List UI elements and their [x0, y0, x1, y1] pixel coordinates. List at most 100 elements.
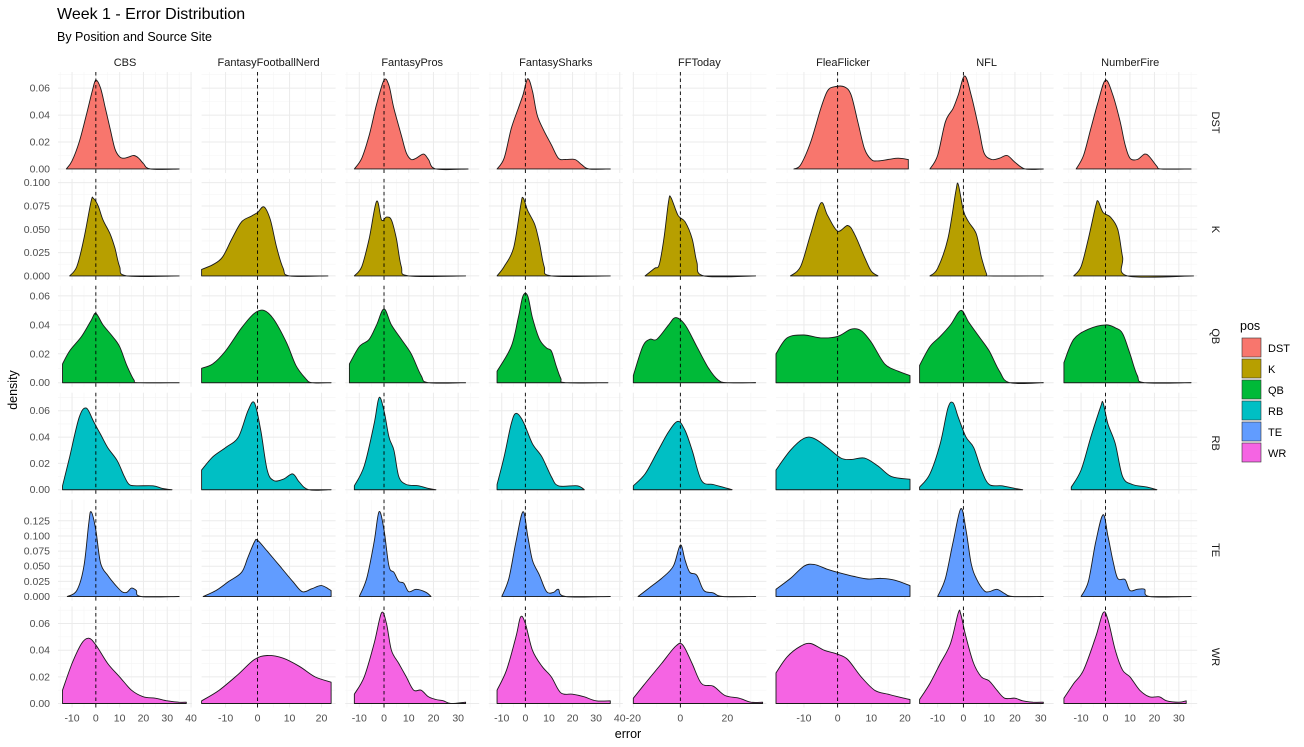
density-area-wr: [1063, 611, 1187, 704]
column-strip-label: FantasyPros: [381, 57, 443, 69]
x-tick-label: -10: [494, 713, 509, 725]
panel-FantasyPros-WR: [345, 606, 480, 708]
density-outline: [937, 508, 1044, 598]
x-tick-label: 0: [835, 713, 841, 725]
row-strip-label: QB: [1209, 328, 1221, 344]
density-area-rb: [919, 401, 1023, 490]
x-tick-label: -10: [1073, 713, 1088, 725]
density-area-wr: [354, 612, 466, 704]
x-tick-label: 10: [983, 713, 995, 725]
density-area-dst: [929, 76, 1044, 170]
y-tick-label: 0.06: [30, 290, 51, 302]
density-outline: [501, 511, 611, 598]
density-outline: [69, 196, 180, 278]
y-tick-label: 0.06: [30, 405, 51, 417]
panel-FantasyFootballNerd-QB: [201, 285, 336, 387]
density-outline: [358, 511, 432, 597]
column-strip-label: FantasyFootballNerd: [218, 57, 320, 69]
legend-key-rb: [1241, 400, 1262, 421]
y-tick-label: 0.050: [24, 224, 50, 236]
column-strip-label: FFToday: [678, 57, 721, 69]
y-tick-label: 0.04: [30, 110, 51, 122]
legend-key-wr: [1241, 442, 1262, 463]
legend-key-qb: [1241, 379, 1262, 400]
density-outline: [775, 328, 911, 384]
density-outline: [919, 309, 1044, 385]
panel-FantasyPros-QB: [345, 285, 480, 387]
panel-CBS-RB: [58, 392, 192, 494]
panel-FantasyFootballNerd-DST: [201, 72, 336, 173]
density-area-k: [497, 197, 611, 277]
x-tick-label: -10: [64, 713, 79, 725]
panel-FantasySharks-WR: [488, 606, 623, 708]
y-tick-label: 0.06: [30, 83, 51, 95]
density-area-k: [201, 206, 328, 277]
density-area-rb: [633, 421, 733, 490]
row-strip-label: WR: [1209, 648, 1221, 666]
panel-NumberFire-K: [1063, 178, 1198, 280]
x-tick-label: 0: [93, 713, 99, 725]
x-tick-label: 30: [1035, 713, 1047, 725]
density-area-qb: [62, 313, 180, 383]
density-outline: [496, 78, 611, 170]
y-tick-label: 0.00: [30, 377, 51, 389]
density-area-te: [638, 544, 756, 597]
density-outline: [62, 312, 180, 384]
density-area-te: [359, 511, 431, 597]
density-area-te: [501, 511, 611, 598]
panel-NumberFire-WR: [1063, 606, 1198, 708]
legend-label: RB: [1268, 406, 1283, 418]
x-tick-label: 10: [1124, 713, 1136, 725]
row-strip-label: DST: [1209, 112, 1221, 134]
legend-label: WR: [1268, 448, 1286, 460]
panel-FFToday-QB: [632, 285, 767, 387]
legend-label: QB: [1268, 385, 1284, 397]
y-tick-label: 0.125: [24, 515, 50, 527]
panel-FleaFlicker-TE: [775, 499, 911, 601]
density-area-k: [1073, 200, 1194, 278]
y-tick-label: 0.100: [24, 177, 50, 189]
x-tick-label: 0: [960, 713, 966, 725]
density-area-te: [937, 508, 1044, 597]
density-outline: [496, 412, 585, 491]
density-area-k: [354, 200, 466, 277]
x-tick-label: 10: [543, 713, 555, 725]
y-tick-label: 0.00: [30, 484, 51, 496]
density-outline: [201, 309, 332, 384]
density-area-wr: [62, 638, 187, 704]
y-tick-label: 0.02: [30, 671, 51, 683]
density-area-te: [1081, 514, 1192, 598]
panel-NFL-DST: [919, 72, 1054, 173]
panel-FleaFlicker-DST: [776, 72, 910, 173]
density-area-dst: [1076, 80, 1192, 170]
density-outline: [1080, 514, 1192, 598]
density-area-qb: [776, 328, 910, 383]
density-outline: [919, 401, 1024, 491]
density-outline: [202, 538, 332, 597]
y-tick-label: 0.025: [24, 247, 50, 259]
y-tick-label: 0.04: [30, 319, 51, 331]
panel-FFToday-K: [632, 178, 767, 280]
panel-FantasySharks-K: [488, 178, 623, 280]
y-tick-label: 0.075: [24, 546, 50, 558]
panel-FantasyFootballNerd-TE: [201, 499, 336, 601]
density-outline: [65, 79, 180, 170]
panel-FantasySharks-RB: [488, 392, 623, 494]
legend-title: pos: [1240, 319, 1260, 333]
column-strip-label: NumberFire: [1101, 57, 1159, 69]
panel-CBS-WR: [58, 606, 192, 708]
y-tick-label: 0.02: [30, 137, 51, 149]
legend-label: TE: [1268, 427, 1282, 439]
density-outline: [201, 655, 332, 704]
x-tick-label: 10: [403, 713, 415, 725]
density-area-dst: [793, 86, 909, 169]
legend-key-k: [1241, 358, 1262, 379]
panel-FantasyFootballNerd-WR: [201, 606, 336, 708]
x-tick-label: 20: [567, 713, 579, 725]
density-outline: [496, 615, 611, 704]
panel-FantasyPros-K: [345, 178, 480, 280]
panel-FleaFlicker-K: [776, 178, 910, 280]
density-area-k: [929, 183, 1044, 277]
panel-CBS-DST: [58, 72, 192, 173]
panel-FantasySharks-DST: [488, 72, 623, 173]
